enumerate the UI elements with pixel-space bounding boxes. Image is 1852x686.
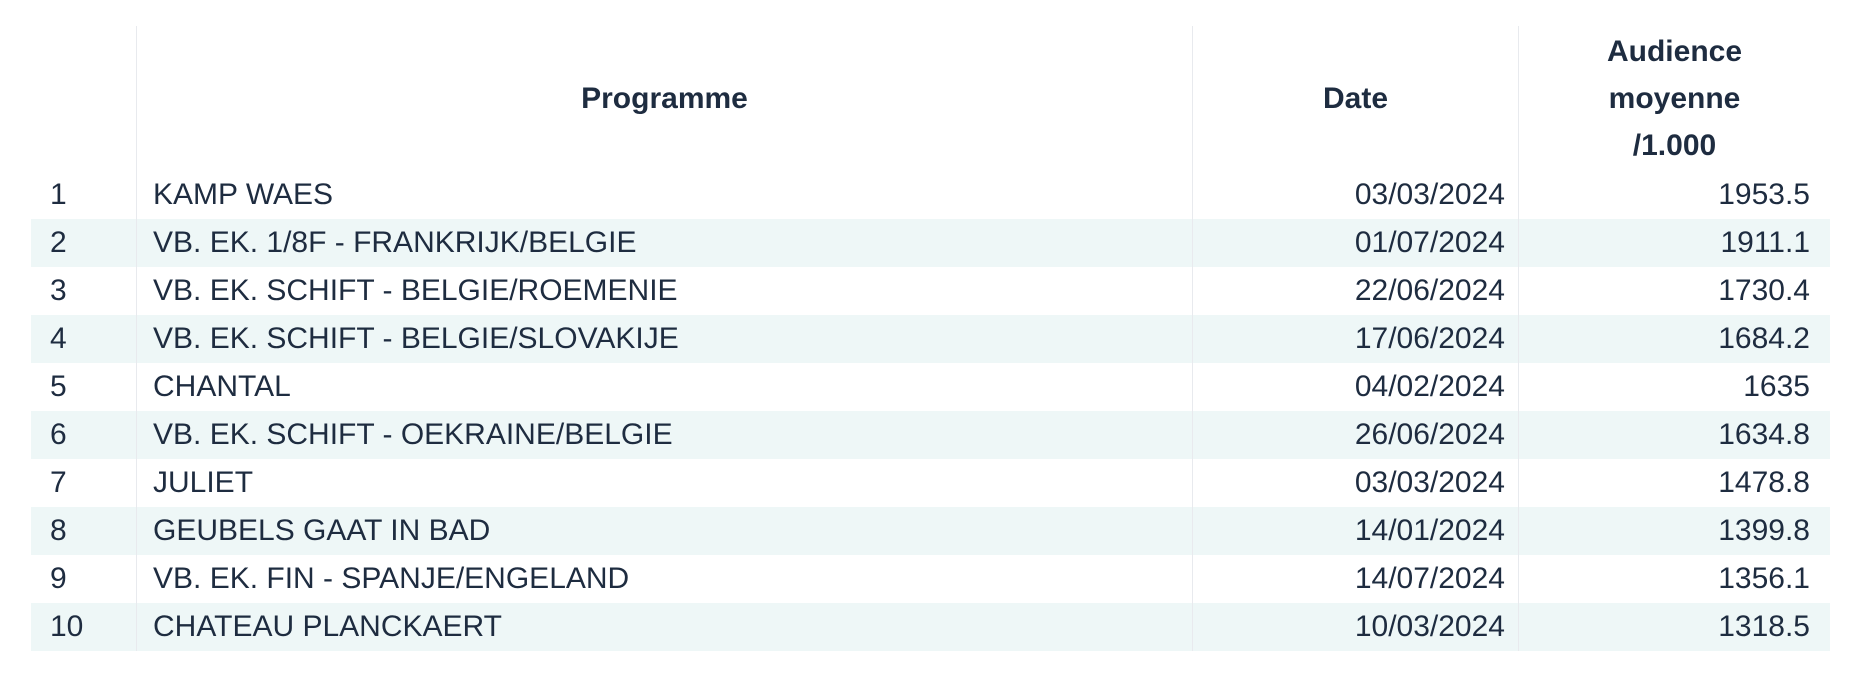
audience-cell: 1730.4 bbox=[1518, 267, 1830, 315]
audience-header-line2: moyenne bbox=[1608, 82, 1741, 115]
programme-cell: VB. EK. SCHIFT - OEKRAINE/BELGIE bbox=[136, 411, 1192, 459]
programme-cell: VB. EK. FIN - SPANJE/ENGELAND bbox=[136, 555, 1192, 603]
table-row: 5 CHANTAL 04/02/2024 1635 bbox=[31, 363, 1830, 411]
date-cell: 03/03/2024 bbox=[1192, 459, 1518, 507]
table-header-row: Programme Date Audience moyenne /1.000 bbox=[31, 26, 1830, 171]
date-cell: 10/03/2024 bbox=[1192, 603, 1518, 651]
date-cell: 22/06/2024 bbox=[1192, 267, 1518, 315]
audience-cell: 1356.1 bbox=[1518, 555, 1830, 603]
audience-cell: 1318.5 bbox=[1518, 603, 1830, 651]
rank-cell: 9 bbox=[50, 562, 67, 595]
table-row: 6 VB. EK. SCHIFT - OEKRAINE/BELGIE 26/06… bbox=[31, 411, 1830, 459]
rank-cell: 6 bbox=[50, 418, 67, 451]
table-row: 8 GEUBELS GAAT IN BAD 14/01/2024 1399.8 bbox=[31, 507, 1830, 555]
audience-cell: 1911.1 bbox=[1518, 219, 1830, 267]
rank-cell: 8 bbox=[50, 514, 67, 547]
programme-cell: JULIET bbox=[136, 459, 1192, 507]
date-cell: 01/07/2024 bbox=[1192, 219, 1518, 267]
date-cell: 26/06/2024 bbox=[1192, 411, 1518, 459]
table-row: 7 JULIET 03/03/2024 1478.8 bbox=[31, 459, 1830, 507]
date-cell: 03/03/2024 bbox=[1192, 171, 1518, 219]
column-header-rank bbox=[31, 26, 136, 171]
table-row: 1 KAMP WAES 03/03/2024 1953.5 bbox=[31, 171, 1830, 219]
audience-cell: 1399.8 bbox=[1518, 507, 1830, 555]
table-row: 9 VB. EK. FIN - SPANJE/ENGELAND 14/07/20… bbox=[31, 555, 1830, 603]
table-row: 4 VB. EK. SCHIFT - BELGIE/SLOVAKIJE 17/0… bbox=[31, 315, 1830, 363]
rank-cell: 2 bbox=[50, 226, 67, 259]
programme-cell: KAMP WAES bbox=[136, 171, 1192, 219]
table-row: 2 VB. EK. 1/8F - FRANKRIJK/BELGIE 01/07/… bbox=[31, 219, 1830, 267]
programme-cell: VB. EK. SCHIFT - BELGIE/ROEMENIE bbox=[136, 267, 1192, 315]
table-row: 3 VB. EK. SCHIFT - BELGIE/ROEMENIE 22/06… bbox=[31, 267, 1830, 315]
audience-header-line3: /1.000 bbox=[1632, 129, 1717, 162]
programme-cell: VB. EK. SCHIFT - BELGIE/SLOVAKIJE bbox=[136, 315, 1192, 363]
rank-cell: 10 bbox=[50, 610, 84, 643]
date-cell: 17/06/2024 bbox=[1192, 315, 1518, 363]
date-cell: 04/02/2024 bbox=[1192, 363, 1518, 411]
column-header-date: Date bbox=[1192, 26, 1518, 171]
rank-cell: 7 bbox=[50, 466, 67, 499]
programme-cell: GEUBELS GAAT IN BAD bbox=[136, 507, 1192, 555]
rank-cell: 3 bbox=[50, 274, 67, 307]
programme-cell: CHANTAL bbox=[136, 363, 1192, 411]
table-row: 10 CHATEAU PLANCKAERT 10/03/2024 1318.5 bbox=[31, 603, 1830, 651]
date-cell: 14/07/2024 bbox=[1192, 555, 1518, 603]
programme-cell: CHATEAU PLANCKAERT bbox=[136, 603, 1192, 651]
audience-cell: 1635 bbox=[1518, 363, 1830, 411]
audience-cell: 1478.8 bbox=[1518, 459, 1830, 507]
audience-cell: 1684.2 bbox=[1518, 315, 1830, 363]
column-header-programme: Programme bbox=[136, 26, 1192, 171]
audience-table: Programme Date Audience moyenne /1.000 1… bbox=[31, 26, 1830, 651]
programme-cell: VB. EK. 1/8F - FRANKRIJK/BELGIE bbox=[136, 219, 1192, 267]
column-header-audience: Audience moyenne /1.000 bbox=[1518, 26, 1830, 171]
rank-cell: 4 bbox=[50, 322, 67, 355]
rank-cell: 1 bbox=[50, 178, 67, 211]
audience-cell: 1953.5 bbox=[1518, 171, 1830, 219]
date-cell: 14/01/2024 bbox=[1192, 507, 1518, 555]
audience-header-line1: Audience bbox=[1606, 35, 1743, 68]
audience-cell: 1634.8 bbox=[1518, 411, 1830, 459]
rank-cell: 5 bbox=[50, 370, 67, 403]
